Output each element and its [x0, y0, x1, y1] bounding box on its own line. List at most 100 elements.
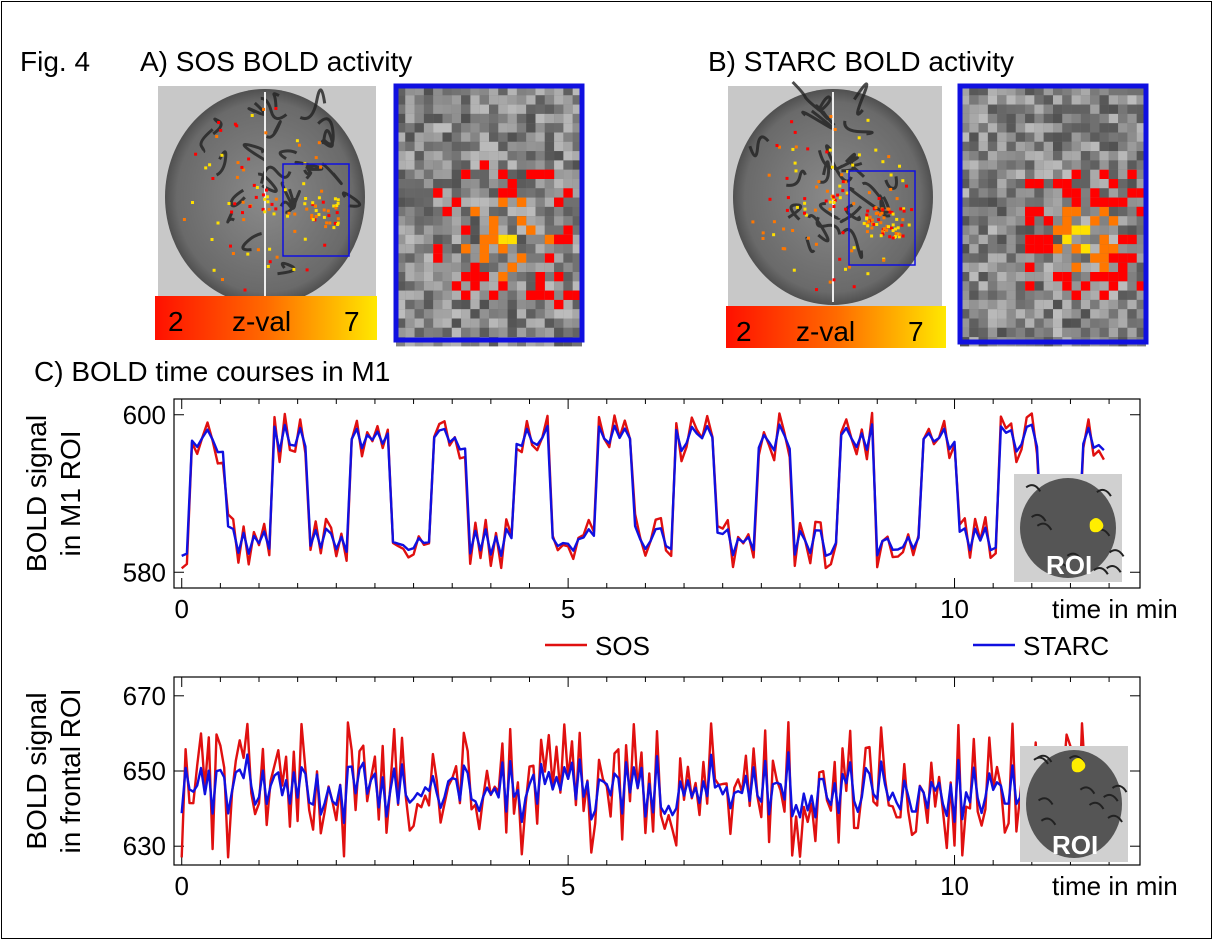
zoom-activation-voxel: [479, 244, 489, 254]
activation-voxel: [891, 236, 895, 240]
zoom-pixel: [544, 318, 555, 328]
zoom-pixel: [405, 160, 415, 170]
activation-voxel: [898, 233, 902, 237]
zoom-pixel: [1090, 151, 1100, 161]
zoom-pixel: [1043, 253, 1053, 263]
zoom-pixel: [1099, 216, 1109, 226]
zoom-pixel: [516, 234, 527, 245]
activation-voxel: [902, 209, 906, 213]
activation-voxel: [901, 218, 905, 222]
zoom-pixel: [1034, 216, 1044, 226]
activation-voxel: [246, 252, 250, 256]
zoom-pixel: [1043, 309, 1053, 319]
zoom-pixel: [414, 327, 424, 338]
zoom-pixel: [498, 132, 508, 142]
zoom-pixel: [451, 225, 462, 235]
zoom-pixel: [1034, 132, 1044, 142]
zoom-pixel: [423, 262, 434, 272]
zoom-pixel: [544, 86, 555, 96]
zoom-pixel: [987, 104, 998, 114]
zoom-pixel: [442, 188, 452, 198]
zoom-pixel: [1136, 104, 1146, 114]
zoom-pixel: [423, 216, 434, 226]
brain-sulcus: [1088, 801, 1105, 810]
zoom-pixel: [461, 113, 471, 124]
activation-voxel: [803, 211, 806, 215]
zoom-pixel: [1136, 179, 1146, 189]
zoom-activation-voxel: [1043, 244, 1053, 254]
brain-sulcus: [839, 205, 863, 224]
colorbar-max-label: 7: [344, 306, 360, 337]
zoom-pixel: [1006, 151, 1016, 161]
zoom-pixel: [1080, 104, 1091, 114]
zoom-pixel: [1043, 95, 1053, 105]
activation-voxel: [791, 147, 795, 151]
zoom-activation-voxel: [479, 253, 489, 263]
zoom-activation-voxel: [1034, 206, 1044, 217]
zoom-pixel: [433, 113, 443, 124]
zoom-pixel: [498, 262, 508, 272]
zoom-pixel: [1071, 179, 1081, 189]
activation-voxel: [263, 210, 267, 214]
zoom-pixel: [1136, 197, 1146, 207]
zoom-pixel: [1108, 160, 1119, 170]
brain-sulcus: [278, 149, 298, 160]
zoom-activation-voxel: [1062, 234, 1072, 245]
zoom-pixel: [470, 299, 480, 310]
zoom-pixel: [405, 86, 415, 96]
zoom-pixel: [1080, 290, 1091, 300]
zoom-activation-voxel: [489, 216, 499, 226]
zoom-pixel: [1118, 327, 1128, 338]
zoom-pixel: [1118, 299, 1128, 310]
activation-voxel: [772, 220, 776, 224]
activation-voxel: [211, 177, 215, 180]
zoom-pixel: [535, 244, 545, 254]
zoom-pixel: [978, 86, 988, 96]
zoom-pixel: [470, 113, 480, 124]
zoom-pixel: [1043, 299, 1053, 310]
brain-sulcus: [815, 104, 836, 127]
activation-voxel: [894, 227, 897, 231]
zoom-pixel: [433, 95, 443, 105]
activation-voxel: [814, 242, 818, 246]
zoom-pixel: [978, 169, 988, 179]
zoom-pixel: [997, 179, 1007, 189]
zoom-pixel: [461, 179, 471, 189]
zoom-activation-voxel: [1025, 281, 1035, 291]
zoom-pixel: [507, 309, 517, 319]
brain-sulcus: [212, 117, 223, 136]
zoom-pixel: [1043, 151, 1053, 161]
zoom-pixel: [978, 113, 988, 124]
zoom-pixel: [544, 151, 555, 161]
zoom-pixel: [563, 169, 573, 179]
activation-voxel: [824, 199, 828, 203]
activation-voxel: [311, 202, 315, 206]
zoom-pixel: [969, 104, 979, 114]
zoom-pixel: [563, 197, 573, 207]
zoom-pixel: [405, 132, 415, 142]
activation-voxel: [336, 217, 340, 221]
zoom-pixel: [433, 179, 443, 189]
brain-sulcus: [299, 88, 327, 120]
activation-voxel: [891, 223, 895, 227]
zoom-pixel: [563, 327, 573, 338]
zoom-pixel: [554, 327, 564, 338]
activation-voxel: [825, 189, 829, 193]
zoom-pixel: [1099, 179, 1109, 189]
zoom-pixel: [997, 188, 1007, 198]
zoom-pixel: [1025, 86, 1035, 96]
zoom-pixel: [1006, 160, 1016, 170]
zoom-pixel: [535, 113, 545, 124]
zoom-pixel: [470, 234, 480, 245]
activation-voxel: [270, 202, 274, 206]
zoom-pixel: [1080, 327, 1091, 338]
activation-voxel: [233, 122, 237, 126]
zoom-pixel: [423, 299, 434, 310]
zoom-pixel: [1108, 104, 1119, 114]
zoom-pixel: [1127, 104, 1137, 114]
activation-voxel: [790, 120, 794, 124]
zoom-pixel: [960, 234, 970, 245]
zoom-pixel: [1108, 309, 1119, 319]
zoom-activation-voxel: [554, 197, 564, 207]
zoom-pixel: [1071, 281, 1081, 291]
